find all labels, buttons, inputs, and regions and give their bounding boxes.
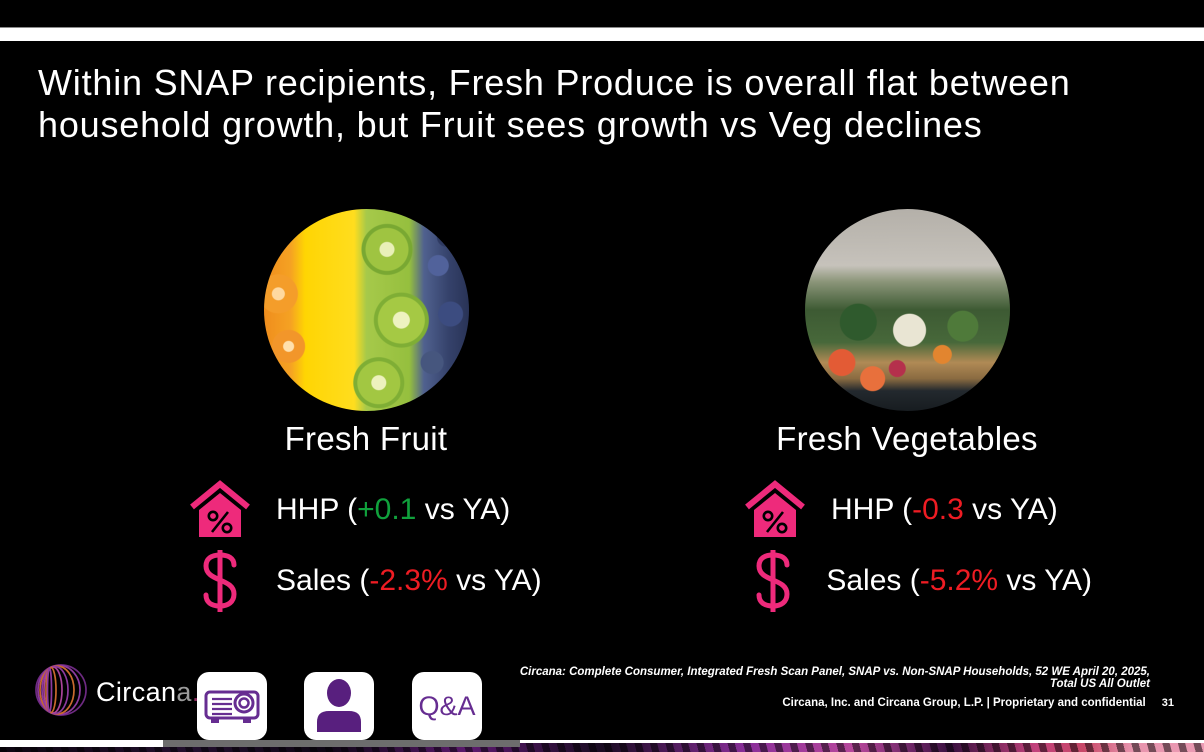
circana-logo: Circana.: [32, 662, 200, 723]
hhp-stat-text: HHP (-0.3 vs YA): [831, 493, 1058, 527]
confidential-text: Circana, Inc. and Circana Group, L.P. | …: [782, 697, 1146, 709]
fresh-fruit-label: Fresh Fruit: [284, 420, 448, 457]
circana-globe-icon: [32, 662, 90, 723]
qa-button[interactable]: Q&A: [412, 672, 482, 740]
footer-notes: Circana: Complete Consumer, Integrated F…: [494, 666, 1174, 709]
bottom-white-line: [520, 740, 1204, 743]
hhp-stat-text: HHP (+0.1 vs YA): [276, 493, 510, 527]
hhp-suffix: vs YA): [416, 493, 511, 526]
fresh-vegetables-label: Fresh Vegetables: [776, 420, 1038, 457]
page-number: 31: [1161, 697, 1174, 709]
sales-stat-row: Sales (-2.3% vs YA): [187, 550, 551, 612]
confidential-row: Circana, Inc. and Circana Group, L.P. | …: [494, 697, 1174, 709]
hhp-prefix: HHP (: [831, 493, 913, 526]
sales-prefix: Sales (: [826, 564, 920, 597]
sales-stat-text: Sales (-2.3% vs YA): [276, 564, 542, 598]
bottom-gray-bar: [163, 740, 520, 747]
logo-dot: .: [191, 677, 200, 707]
circana-wordmark: Circana.: [96, 677, 200, 708]
sales-suffix: vs YA): [998, 564, 1092, 597]
logo-text-main: Circan: [96, 677, 177, 707]
sales-suffix: vs YA): [447, 564, 542, 597]
projector-icon: [203, 683, 261, 730]
logo-text-tail: a: [176, 677, 192, 707]
hhp-value: -0.3: [912, 493, 964, 526]
sales-value: -2.3%: [369, 564, 448, 597]
hhp-stat-row: HHP (-0.3 vs YA): [742, 479, 1092, 541]
sales-stat-text: Sales (-5.2% vs YA): [826, 564, 1092, 598]
source-citation: Circana: Complete Consumer, Integrated F…: [519, 666, 1150, 690]
purple-swirl-strip: [0, 743, 1204, 752]
fresh-vegetables-photo: [804, 209, 1010, 411]
projector-button[interactable]: [197, 672, 267, 740]
fresh-fruit-column: Fresh Fruit HHP (+0.1 vs YA): [181, 209, 551, 612]
hhp-prefix: HHP (: [276, 493, 358, 526]
bottom-band: [0, 740, 1204, 752]
hhp-suffix: vs YA): [963, 493, 1058, 526]
sales-prefix: Sales (: [276, 564, 370, 597]
fresh-vegetables-column: Fresh Vegetables HHP (-0.3 vs YA): [722, 209, 1092, 612]
slide-title: Within SNAP recipients, Fresh Produce is…: [38, 62, 1071, 146]
hhp-value: +0.1: [357, 493, 417, 526]
dollar-icon: [187, 548, 253, 614]
hhp-stat-row: HHP (+0.1 vs YA): [187, 479, 551, 541]
bottom-white-bar: [0, 740, 163, 747]
fresh-vegetables-stats: HHP (-0.3 vs YA) Sales (-5.2% vs YA): [722, 479, 1092, 612]
sales-value: -5.2%: [919, 564, 999, 597]
fresh-fruit-stats: HHP (+0.1 vs YA) Sales (-2.3% vs YA): [181, 479, 551, 612]
presenter-button[interactable]: [304, 672, 374, 740]
sales-stat-row: Sales (-5.2% vs YA): [742, 550, 1092, 612]
qa-label: Q&A: [418, 690, 476, 721]
presenter-icon: [313, 678, 365, 735]
fresh-fruit-photo: [263, 209, 469, 411]
top-divider-bar: [0, 27, 1204, 41]
house-percent-icon: [187, 480, 253, 540]
house-percent-icon: [742, 480, 808, 540]
dollar-icon: [742, 548, 803, 614]
